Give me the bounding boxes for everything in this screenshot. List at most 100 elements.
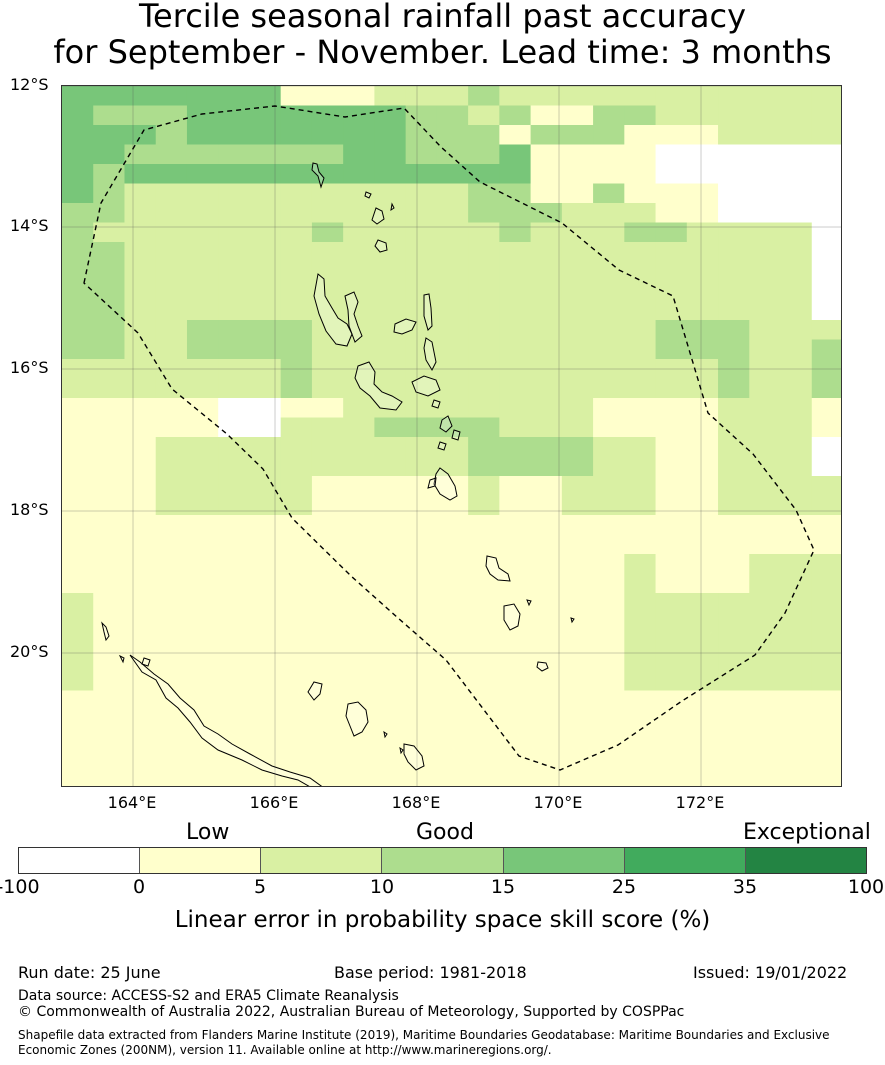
- skill-cell: [593, 164, 625, 185]
- skill-cell: [811, 729, 841, 750]
- skill-cell: [593, 710, 625, 731]
- skill-cell: [249, 183, 282, 204]
- skill-cell: [530, 398, 563, 419]
- skill-cell: [186, 768, 219, 786]
- skill-cell: [655, 144, 688, 165]
- skill-cell: [343, 534, 375, 555]
- lat-label-14s: 14°S: [10, 216, 49, 235]
- skill-cell: [749, 86, 782, 107]
- skill-cell: [249, 320, 282, 341]
- skill-cell: [811, 768, 841, 786]
- skill-cell: [811, 749, 841, 770]
- skill-cell: [811, 573, 841, 594]
- skill-cell: [186, 671, 219, 692]
- skill-cell: [593, 437, 625, 458]
- skill-cell: [249, 105, 282, 126]
- skill-cell: [405, 593, 438, 614]
- colorbar-tick: 5: [253, 876, 267, 898]
- skill-cell: [280, 534, 313, 555]
- skill-cell: [530, 183, 563, 204]
- skill-cell: [93, 573, 126, 594]
- skill-cell: [686, 612, 719, 633]
- skill-cell: [280, 261, 313, 282]
- skill-cell: [561, 476, 594, 497]
- skill-cell: [155, 378, 188, 399]
- issued-date: Issued: 19/01/2022: [693, 963, 848, 982]
- skill-cell: [749, 573, 782, 594]
- skill-cell: [62, 710, 94, 731]
- skill-cell: [280, 339, 313, 360]
- skill-cell: [686, 300, 719, 321]
- skill-cell: [374, 183, 407, 204]
- skill-cell: [686, 320, 719, 341]
- skill-cell: [593, 495, 625, 516]
- lon-label-168e: 168°E: [391, 793, 441, 812]
- skill-cell: [249, 144, 282, 165]
- skill-cell: [655, 515, 688, 536]
- skill-cell: [62, 86, 94, 107]
- skill-cell: [124, 476, 157, 497]
- skill-cell: [655, 456, 688, 477]
- skill-cell: [780, 144, 813, 165]
- skill-cell: [468, 281, 500, 302]
- skill-cell: [374, 261, 407, 282]
- skill-cell: [593, 242, 625, 263]
- skill-cell: [655, 573, 688, 594]
- skill-cell: [93, 437, 126, 458]
- skill-cell: [499, 203, 532, 224]
- skill-cell: [124, 690, 157, 711]
- skill-cell: [780, 651, 813, 672]
- skill-cell: [780, 378, 813, 399]
- skill-cell: [155, 320, 188, 341]
- skill-cell: [280, 242, 313, 263]
- skill-cell: [593, 261, 625, 282]
- skill-cell: [436, 320, 469, 341]
- skill-cell: [499, 417, 532, 438]
- skill-cell: [749, 242, 782, 263]
- skill-cell: [593, 476, 625, 497]
- lat-label-18s: 18°S: [10, 500, 49, 519]
- skill-cell: [155, 612, 188, 633]
- skill-cell: [686, 125, 719, 146]
- skill-cell: [343, 476, 375, 497]
- skill-cell: [155, 281, 188, 302]
- skill-cell: [686, 378, 719, 399]
- skill-cell: [124, 417, 157, 438]
- skill-cell: [624, 573, 657, 594]
- skill-cell: [780, 632, 813, 653]
- skill-cell: [374, 339, 407, 360]
- skill-cell: [468, 534, 500, 555]
- skill-cell: [499, 222, 532, 243]
- skill-cell: [624, 768, 657, 786]
- skill-cell: [62, 690, 94, 711]
- skill-cell: [280, 554, 313, 575]
- skill-cell: [811, 671, 841, 692]
- skill-cell: [593, 300, 625, 321]
- skill-cell: [374, 164, 407, 185]
- colorbar-segment: [503, 848, 625, 873]
- skill-cell: [186, 554, 219, 575]
- skill-cell: [499, 476, 532, 497]
- skill-cell: [405, 144, 438, 165]
- skill-cell: [593, 690, 625, 711]
- colorbar-segment: [19, 848, 141, 873]
- skill-cell: [374, 612, 407, 633]
- skill-cell: [249, 612, 282, 633]
- skill-cell: [124, 203, 157, 224]
- skill-cell: [62, 183, 94, 204]
- colorbar-tick: 25: [611, 876, 637, 898]
- skill-cell: [311, 632, 344, 653]
- skill-cell: [249, 339, 282, 360]
- skill-cell: [655, 320, 688, 341]
- skill-cell: [780, 612, 813, 633]
- skill-cell: [436, 203, 469, 224]
- skill-cell: [593, 515, 625, 536]
- skill-cell: [374, 125, 407, 146]
- skill-cell: [749, 281, 782, 302]
- skill-cell: [686, 671, 719, 692]
- skill-cell: [218, 437, 251, 458]
- skill-cell: [655, 651, 688, 672]
- skill-cell: [280, 281, 313, 302]
- skill-cell: [780, 86, 813, 107]
- skill-cell: [374, 671, 407, 692]
